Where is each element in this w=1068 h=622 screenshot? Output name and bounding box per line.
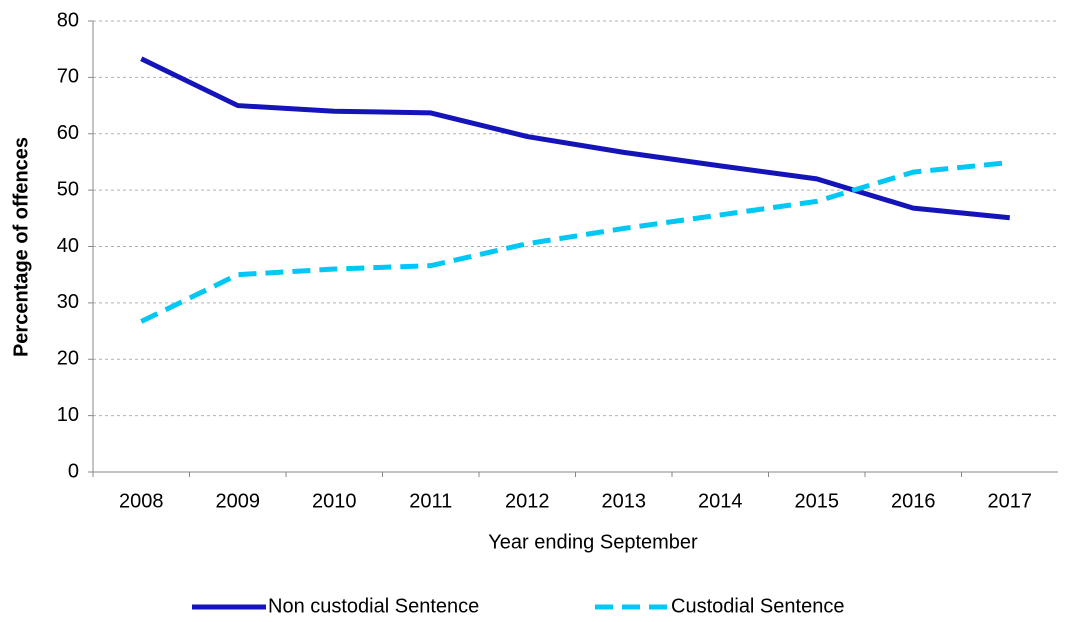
x-axis-label: Year ending September — [488, 531, 698, 553]
y-tick-label: 20 — [57, 348, 79, 370]
series-line — [140, 56, 1010, 221]
series-line — [140, 160, 1010, 324]
x-tick-label: 2017 — [988, 490, 1033, 512]
x-tick-label: 2010 — [312, 490, 357, 512]
x-tick-label: 2015 — [795, 490, 840, 512]
y-tick-label: 10 — [57, 404, 79, 426]
x-tick-label: 2008 — [119, 490, 164, 512]
y-tick-label: 40 — [57, 235, 79, 257]
x-tick-label: 2009 — [216, 490, 261, 512]
legend-label: Custodial Sentence — [671, 595, 844, 617]
y-tick-label: 30 — [57, 291, 79, 313]
x-tick-label: 2016 — [891, 490, 936, 512]
x-tick-label: 2014 — [698, 490, 743, 512]
y-tick-label: 50 — [57, 178, 79, 200]
legend-label: Non custodial Sentence — [268, 595, 479, 617]
y-axis-label: Percentage of offences — [10, 137, 32, 357]
x-tick-label: 2011 — [409, 490, 452, 512]
x-tick-label: 2013 — [602, 490, 647, 512]
y-tick-label: 60 — [57, 122, 79, 144]
x-tick-label: 2012 — [505, 490, 550, 512]
y-tick-label: 0 — [68, 460, 79, 482]
y-tick-label: 80 — [57, 9, 79, 31]
y-tick-label: 70 — [57, 66, 79, 88]
